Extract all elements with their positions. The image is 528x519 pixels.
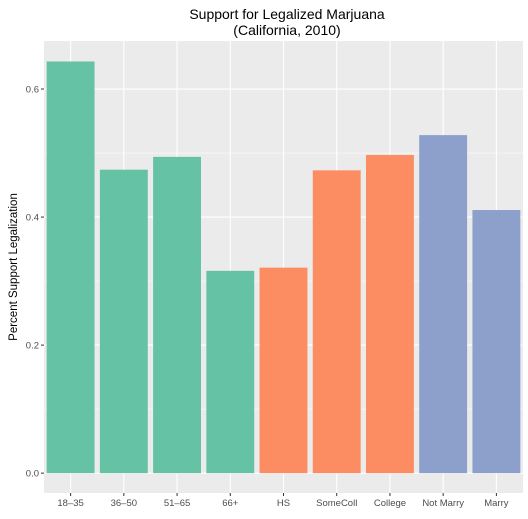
x-tick-label: 66+ bbox=[222, 498, 239, 509]
x-tick-label: HS bbox=[277, 498, 290, 509]
x-tick-label: 36–50 bbox=[111, 498, 137, 509]
bar bbox=[419, 135, 468, 474]
bar bbox=[206, 270, 255, 474]
x-tick-label: Marry bbox=[484, 498, 509, 509]
y-axis-title: Percent Support Legalization bbox=[8, 193, 20, 341]
chart-title: Support for Legalized Marjuana bbox=[189, 6, 385, 22]
x-tick-label: Not Marry bbox=[422, 498, 464, 509]
y-tick-label: 0.0 bbox=[26, 468, 39, 479]
y-axis: 0.0 0.2 0.4 0.6 bbox=[26, 84, 44, 479]
bars bbox=[46, 61, 521, 474]
bar bbox=[259, 267, 308, 474]
x-tick-label: SomeColl bbox=[316, 498, 357, 509]
bar bbox=[153, 156, 202, 474]
bar bbox=[46, 61, 95, 474]
x-tick-label: 51–65 bbox=[164, 498, 190, 509]
y-tick-label: 0.2 bbox=[26, 340, 39, 351]
bar bbox=[312, 170, 361, 474]
chart-subtitle: (California, 2010) bbox=[233, 22, 340, 38]
y-tick-label: 0.4 bbox=[26, 212, 39, 223]
y-tick-label: 0.6 bbox=[26, 84, 39, 95]
x-tick-label: 18–35 bbox=[57, 498, 83, 509]
x-tick-label: College bbox=[374, 498, 406, 509]
bar bbox=[365, 154, 414, 474]
bar bbox=[99, 169, 148, 474]
x-axis: 18–35 36–50 51–65 66+ HS SomeColl College Not M… bbox=[57, 493, 509, 509]
bar bbox=[472, 210, 521, 474]
